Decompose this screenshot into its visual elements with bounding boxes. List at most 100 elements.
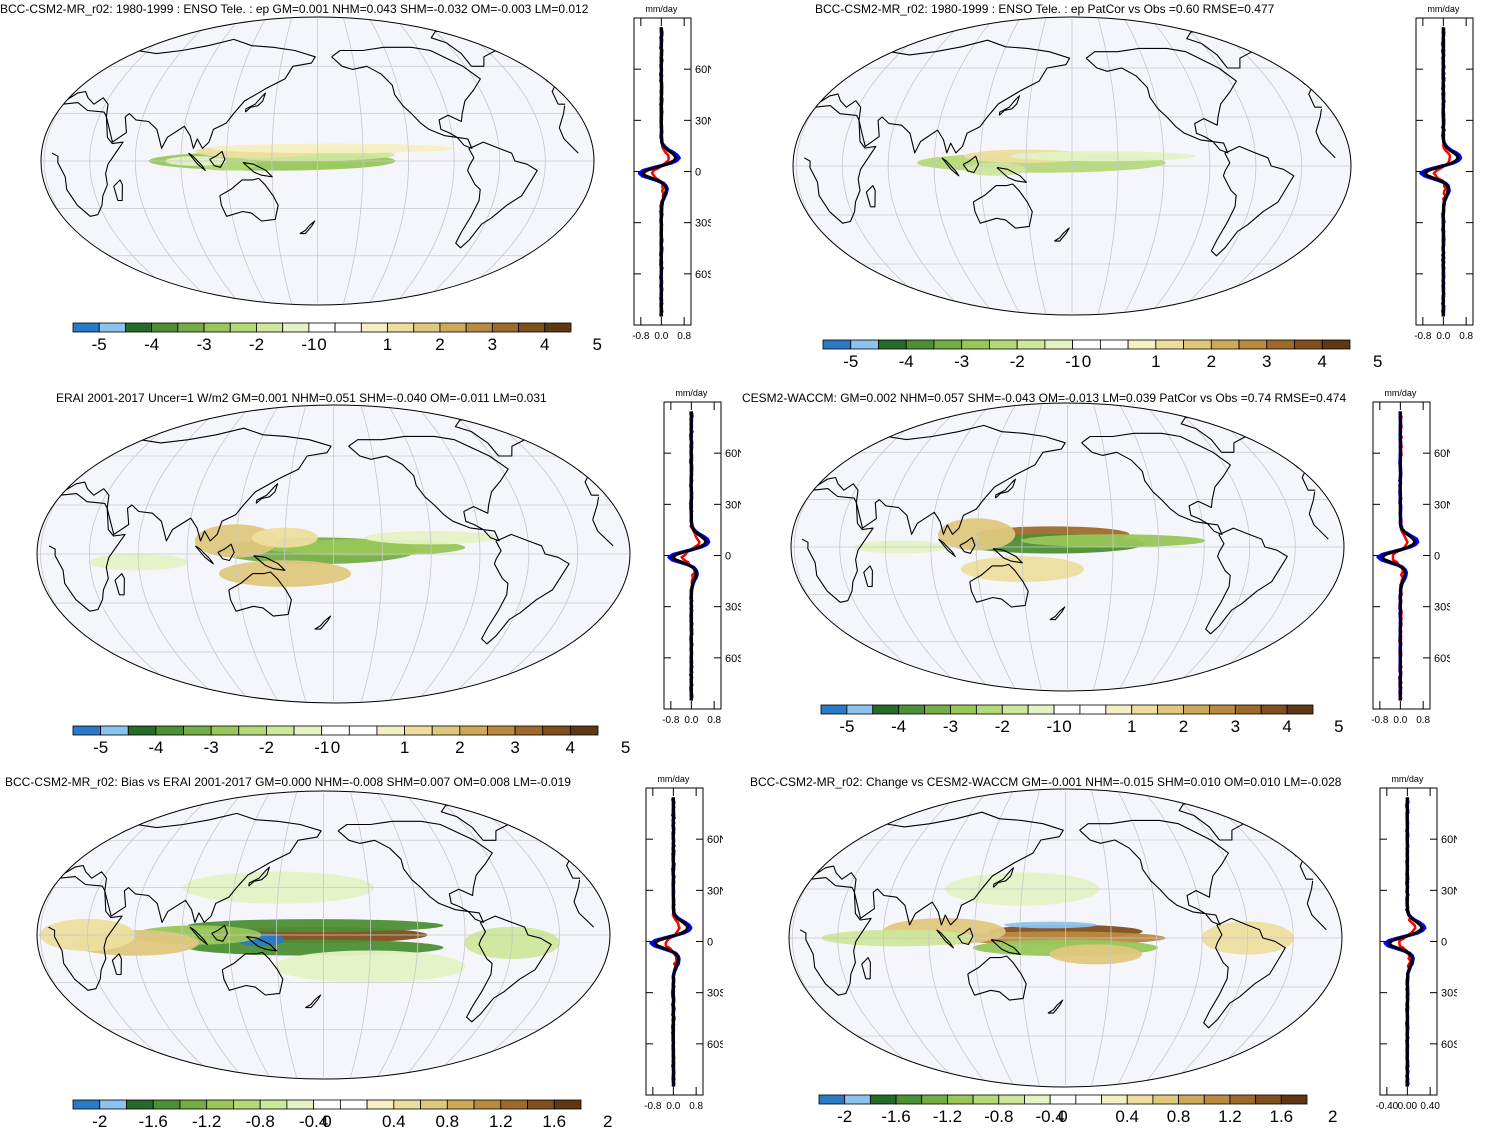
colorbar-swatch bbox=[895, 1094, 923, 1105]
colorbar-label: 5 bbox=[620, 738, 631, 757]
world-map bbox=[36, 404, 631, 704]
colorbar-swatch bbox=[286, 1099, 315, 1110]
colorbar-swatch bbox=[1203, 1094, 1231, 1105]
colorbar-label: -2 bbox=[994, 717, 1010, 736]
colorbar-swatch bbox=[1127, 339, 1157, 350]
colorbar-swatch bbox=[125, 322, 153, 333]
panel-title: CESM2-WACCM: GM=0.002 NHM=0.057 SHM=-0.0… bbox=[742, 391, 1347, 405]
zonal-mean-plot: mm/day -0.8 0.0 0.8 60N 30N 0 30S 60S bbox=[662, 388, 741, 726]
colorbar bbox=[72, 322, 572, 333]
colorbar-swatch bbox=[72, 1099, 101, 1110]
colorbar-label: 0 bbox=[1062, 717, 1072, 736]
colorbar-label: -1.6 bbox=[138, 1112, 168, 1131]
colorbar-swatch bbox=[206, 1099, 234, 1110]
colorbar-label: -5 bbox=[91, 335, 107, 354]
colorbar-swatch bbox=[446, 1099, 475, 1110]
colorbar-swatch bbox=[872, 704, 900, 715]
colorbar-swatch bbox=[1044, 339, 1074, 350]
zonal-xtick: 0.0 bbox=[684, 715, 698, 726]
colorbar-label: 4 bbox=[540, 335, 550, 354]
colorbar-label: -1.2 bbox=[192, 1112, 222, 1131]
colorbar-swatch bbox=[465, 322, 493, 333]
colorbar-label: 5 bbox=[1334, 717, 1344, 736]
zonal-lat-label: 30N bbox=[1441, 885, 1457, 897]
colorbar-swatch bbox=[259, 1099, 288, 1110]
colorbar-swatch bbox=[1260, 704, 1288, 715]
zonal-unit-label: mm/day bbox=[1427, 4, 1460, 14]
zonal-lat-label: 60N bbox=[707, 834, 723, 846]
zonal-xtick: -0.8 bbox=[1371, 715, 1389, 726]
colorbar-label: 0 bbox=[322, 1112, 332, 1131]
colorbar-swatch bbox=[155, 725, 184, 736]
zonal-xtick: 0.8 bbox=[677, 331, 691, 342]
colorbar-swatch bbox=[1178, 1094, 1205, 1105]
zonal-lat-label: 60S bbox=[1434, 653, 1450, 665]
colorbar-swatch bbox=[850, 339, 879, 350]
colorbar-label: 1 bbox=[382, 335, 393, 354]
colorbar-swatch bbox=[542, 725, 571, 736]
colorbar-label: 5 bbox=[592, 335, 602, 354]
colorbar-label: 1.6 bbox=[542, 1112, 567, 1131]
zonal-lat-label: 30N bbox=[1434, 499, 1450, 511]
colorbar-swatch bbox=[961, 339, 990, 350]
colorbar-swatch bbox=[820, 704, 848, 715]
colorbar-swatch bbox=[950, 704, 977, 715]
zonal-xtick: 0.8 bbox=[1416, 715, 1430, 726]
zonal-lat-label: 30S bbox=[1441, 988, 1457, 1000]
colorbar-swatch bbox=[972, 1094, 1000, 1105]
colorbar-swatch bbox=[99, 1099, 127, 1110]
colorbar-swatch bbox=[846, 704, 874, 715]
colorbar-label: -5 bbox=[839, 717, 855, 736]
zonal-xtick: -0.8 bbox=[662, 715, 680, 726]
colorbar-label: -4 bbox=[144, 335, 160, 354]
colorbar-swatch bbox=[256, 322, 284, 333]
colorbar-swatch bbox=[179, 1099, 208, 1110]
colorbar-label: 4 bbox=[1282, 717, 1292, 736]
colorbar-swatch bbox=[1238, 339, 1268, 350]
colorbar-swatch bbox=[491, 322, 519, 333]
zonal-lat-label: 0 bbox=[707, 937, 713, 949]
colorbar-swatch bbox=[238, 725, 267, 736]
zonal-lat-label: 30S bbox=[695, 218, 711, 230]
colorbar-swatch bbox=[1280, 1094, 1308, 1105]
colorbar-label: 0.8 bbox=[1166, 1107, 1191, 1126]
colorbar-swatch bbox=[924, 704, 951, 715]
colorbar-swatch bbox=[229, 322, 257, 333]
colorbar-swatch bbox=[233, 1099, 261, 1110]
colorbar-label: 3 bbox=[510, 738, 520, 757]
zonal-xtick: -0.8 bbox=[1414, 331, 1432, 342]
colorbar-label: -5 bbox=[843, 352, 859, 371]
colorbar-label: -0.8 bbox=[984, 1107, 1014, 1126]
colorbar-swatch bbox=[1105, 704, 1133, 715]
colorbar-swatch bbox=[1210, 339, 1240, 350]
colorbar-swatch bbox=[313, 1099, 341, 1110]
zonal-xtick: -0.8 bbox=[644, 1101, 662, 1112]
zonal-lat-label: 60S bbox=[695, 269, 711, 281]
colorbar-label: 4 bbox=[1317, 352, 1327, 371]
colorbar-swatch bbox=[439, 322, 467, 333]
colorbar-swatch bbox=[1126, 1094, 1154, 1105]
zonal-lat-label: 60N bbox=[1434, 448, 1450, 460]
colorbar-swatch bbox=[487, 725, 516, 736]
colorbar-label: 2 bbox=[1327, 1107, 1338, 1126]
colorbar-swatch bbox=[293, 725, 323, 736]
colorbar-label: -4 bbox=[898, 352, 914, 371]
zonal-lat-label: 60S bbox=[1441, 1039, 1457, 1051]
colorbar-swatch bbox=[898, 704, 925, 715]
colorbar-swatch bbox=[203, 322, 231, 333]
colorbar-swatch bbox=[387, 322, 415, 333]
colorbar-swatch bbox=[339, 1099, 368, 1110]
colorbar-label: -4 bbox=[148, 738, 164, 757]
colorbar-swatch bbox=[1075, 1094, 1102, 1105]
colorbar bbox=[818, 1094, 1308, 1105]
colorbar-label: -3 bbox=[203, 738, 219, 757]
colorbar-label: -1 bbox=[301, 335, 317, 354]
zonal-lat-label: 0 bbox=[1434, 551, 1440, 563]
zonal-lat-label: 30S bbox=[725, 602, 741, 614]
colorbar-swatch bbox=[1131, 704, 1159, 715]
zonal-lat-label: 30N bbox=[725, 499, 741, 511]
colorbar-swatch bbox=[1053, 704, 1081, 715]
colorbar-swatch bbox=[266, 725, 295, 736]
colorbar-swatch bbox=[1286, 704, 1314, 715]
colorbar-swatch bbox=[878, 339, 907, 350]
